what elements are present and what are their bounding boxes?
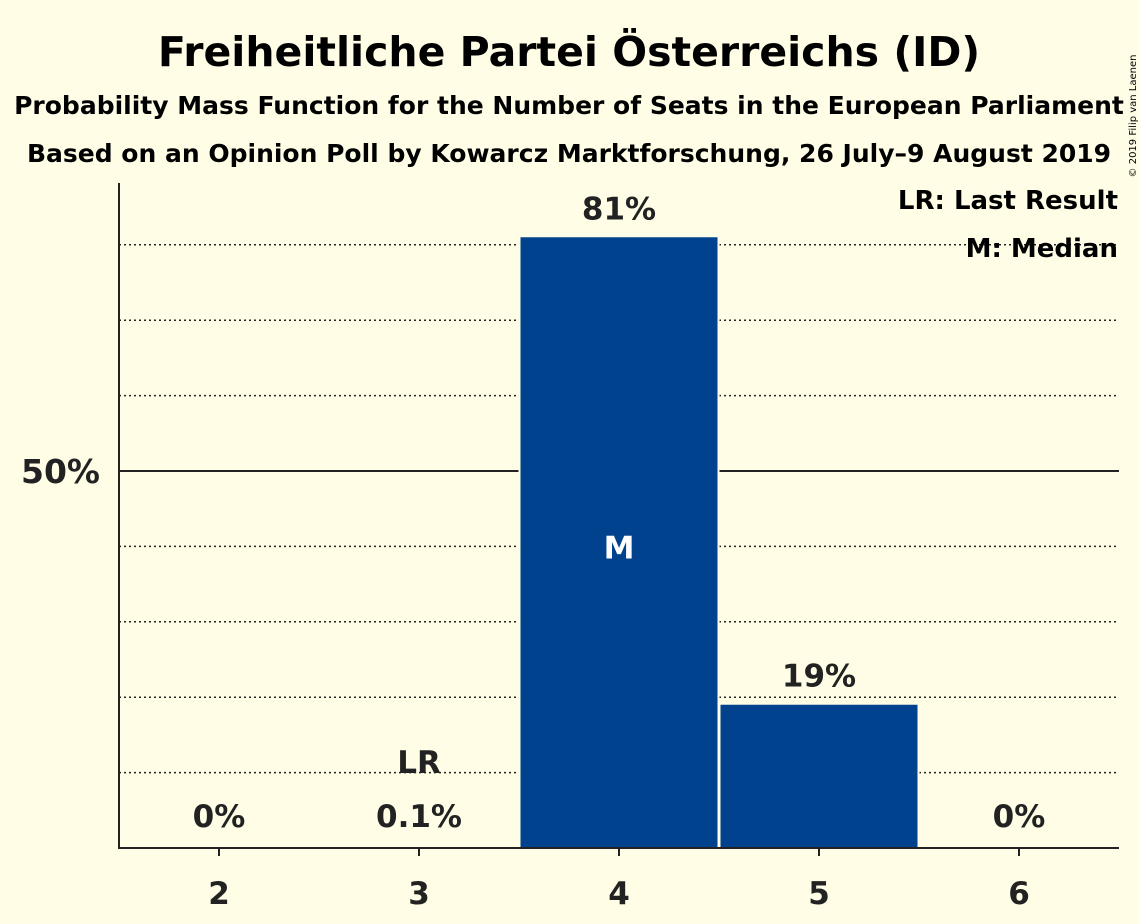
x-tick-label-6: 6 (1008, 876, 1030, 912)
bar-5 (720, 704, 918, 848)
chart-title: Freiheitliche Partei Österreichs (ID) (158, 28, 980, 76)
copyright-notice: © 2019 Filip van Laenen (1128, 55, 1139, 178)
median-marker: M (604, 530, 635, 566)
data-label-6: 0% (993, 799, 1046, 835)
x-tick-label-5: 5 (808, 876, 830, 912)
data-labels: 0% 0.1% LR 81% M 19% 0% (193, 191, 1046, 835)
chart-subtitle-1: Probability Mass Function for the Number… (14, 91, 1124, 120)
data-label-4: 81% (582, 191, 656, 227)
data-label-2: 0% (193, 799, 246, 835)
x-tick-label-2: 2 (208, 876, 230, 912)
axis-ticks: 2 3 4 5 6 50% (21, 452, 1030, 912)
chart-subtitle-2: Based on an Opinion Poll by Kowarcz Mark… (27, 139, 1111, 168)
data-label-3: 0.1% (376, 799, 462, 835)
x-tick-label-3: 3 (408, 876, 430, 912)
data-label-5: 19% (782, 659, 856, 695)
bars (518, 235, 920, 848)
y-tick-label-50: 50% (21, 452, 100, 491)
legend-last-result: LR: Last Result (898, 186, 1118, 216)
x-tick-label-4: 4 (608, 876, 630, 912)
last-result-marker: LR (397, 745, 441, 781)
bar-4 (520, 237, 718, 848)
legend-median: M: Median (966, 234, 1118, 264)
